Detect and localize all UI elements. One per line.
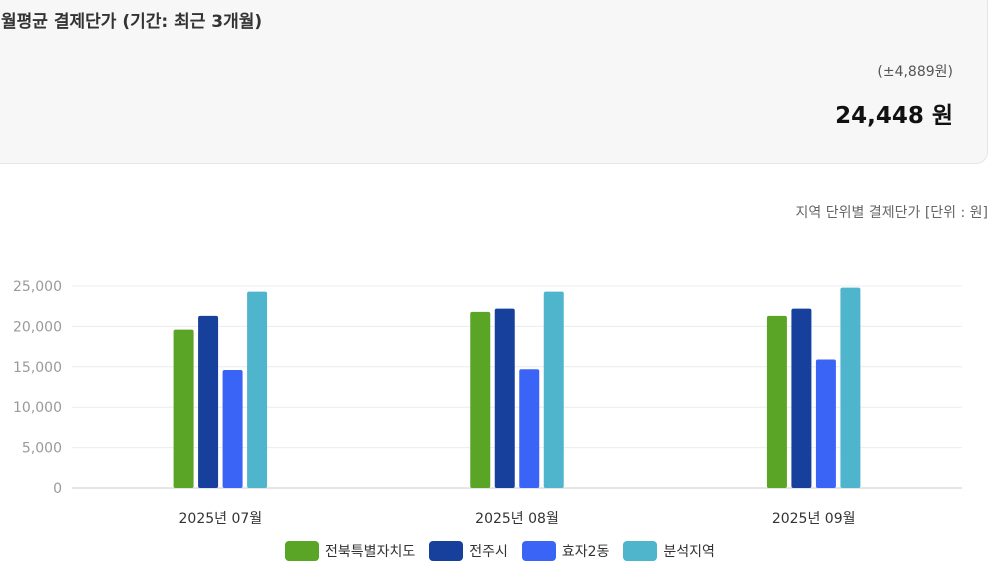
legend-swatch-analysis-area [623,541,658,561]
y-tick-label: 10,000 [13,400,62,416]
y-tick-label: 20,000 [13,319,62,335]
legend-swatch-hyoja2dong [521,541,556,561]
y-tick-label: 15,000 [13,360,62,376]
chart-legend: 전북특별자치도 전주시 효자2동 분석지역 [0,541,1000,561]
bar [198,315,219,488]
bar [173,329,194,488]
x-tick-label: 2025년 08월 [475,511,559,527]
bar [247,291,268,488]
bar [791,308,812,488]
chart-caption: 지역 단위별 결제단가 [단위 : 원] [795,205,988,221]
y-tick-label: 5,000 [22,441,62,457]
legend-label-analysis-area: 분석지역 [663,544,715,560]
legend-label-hyoja2dong: 효자2동 [561,544,610,560]
bar [840,287,861,488]
bar [470,311,491,488]
bar [494,308,515,488]
bar [766,315,787,488]
x-tick-label: 2025년 09월 [772,511,856,527]
y-tick-label: 25,000 [13,279,62,295]
legend-label-jeonju: 전주시 [469,544,508,560]
summary-title: 월평균 결제단가 (기간: 최근 3개월) [1,12,263,32]
bar [222,370,243,488]
bar [543,291,564,488]
legend-item-jeonju[interactable]: 전주시 [429,541,508,561]
legend-label-jeonbuk: 전북특별자치도 [325,544,416,560]
legend-item-hyoja2dong[interactable]: 효자2동 [521,541,610,561]
summary-value: 24,448 원 [835,103,953,129]
bar [815,359,836,488]
x-tick-label: 2025년 07월 [179,511,263,527]
legend-item-analysis-area[interactable]: 분석지역 [623,541,715,561]
summary-range: (±4,889원) [877,64,953,80]
y-tick-label: 0 [53,481,62,497]
legend-swatch-jeonbuk [285,541,320,561]
legend-item-jeonbuk[interactable]: 전북특별자치도 [285,541,415,561]
bar [519,369,540,488]
legend-swatch-jeonju [429,541,464,561]
summary-card: 월평균 결제단가 (기간: 최근 3개월) (±4,889원) 24,448 원 [0,0,988,164]
